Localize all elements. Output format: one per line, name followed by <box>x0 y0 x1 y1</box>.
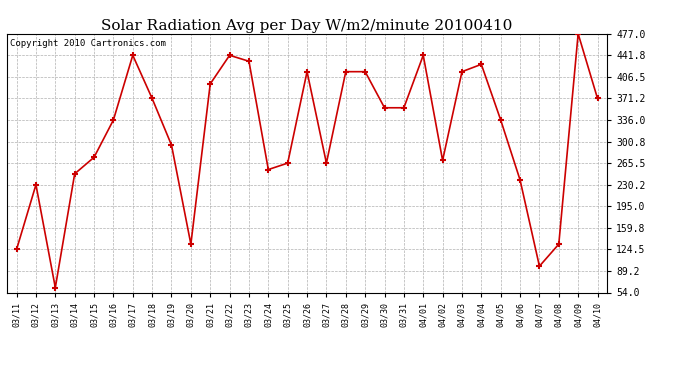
Text: Copyright 2010 Cartronics.com: Copyright 2010 Cartronics.com <box>10 39 166 48</box>
Title: Solar Radiation Avg per Day W/m2/minute 20100410: Solar Radiation Avg per Day W/m2/minute … <box>101 19 513 33</box>
